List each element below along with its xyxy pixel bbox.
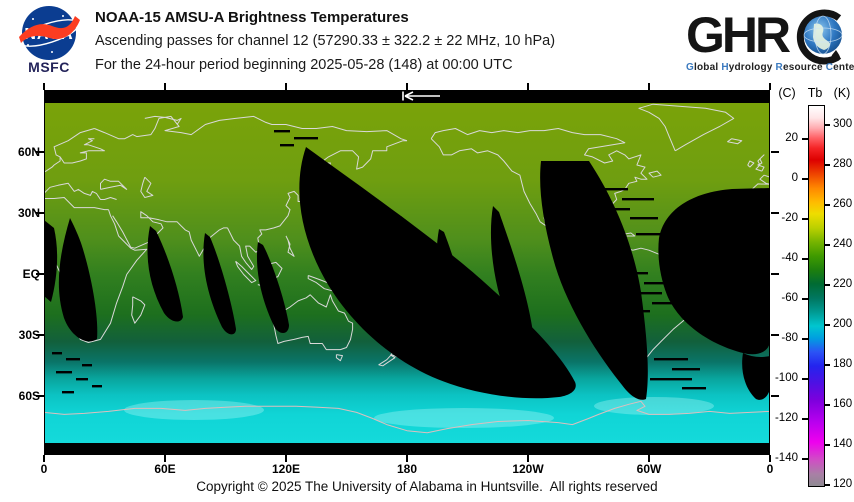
y-axis-tick-right — [771, 334, 779, 336]
colorbar-celsius-label: 20 — [785, 132, 798, 144]
colorbar-tb-header: Tb — [807, 86, 823, 100]
colorbar-celsius-label: -20 — [781, 212, 798, 224]
x-axis-tick-top — [164, 83, 166, 90]
x-axis-label: 60E — [154, 462, 176, 476]
y-axis-tick — [36, 334, 44, 336]
nasa-logo: NASA — [11, 5, 87, 61]
x-axis-tick — [527, 455, 529, 462]
colorbar-kelvin-label: 300 — [833, 118, 853, 130]
y-axis-tick-right — [771, 395, 779, 397]
colorbar-kelvin-label: 260 — [833, 198, 853, 210]
colorbar-celsius-tick — [802, 338, 808, 340]
subtitle-period: For the 24-hour period beginning 2025-05… — [95, 57, 513, 73]
colorbar-celsius-label: 0 — [791, 172, 798, 184]
ghrc-logo: GHR — [686, 4, 850, 82]
x-axis-tick — [285, 455, 287, 462]
y-axis-tick — [36, 151, 44, 153]
colorbar-celsius-label: -80 — [781, 332, 798, 344]
colorbar-celsius-tick — [802, 138, 808, 140]
y-axis-label: 60N — [17, 145, 40, 159]
x-axis-tick-top — [527, 83, 529, 90]
nasa-meatball-icon: NASA — [18, 6, 80, 60]
colorbar-kelvin-tick — [824, 324, 830, 326]
x-axis-tick-top — [285, 83, 287, 90]
colorbar-kelvin-label: 220 — [833, 278, 853, 290]
colorbar-celsius-label: -60 — [781, 292, 798, 304]
y-axis-tick-right — [771, 151, 779, 153]
x-axis-label: 120E — [271, 462, 301, 476]
colorbar — [808, 105, 825, 487]
colorbar-kelvin-header: (K) — [833, 86, 851, 100]
colorbar-celsius-tick — [802, 378, 808, 380]
colorbar-kelvin-tick — [824, 204, 830, 206]
x-axis-label: 120W — [512, 462, 544, 476]
colorbar-celsius-tick — [802, 258, 808, 260]
colorbar-celsius-tick — [802, 418, 808, 420]
x-axis-tick — [648, 455, 650, 462]
ghrc-tagline: Global Hydrology Resource Center — [686, 62, 854, 73]
x-axis-label: 60W — [636, 462, 662, 476]
copyright-line: Copyright © 2025 The University of Alaba… — [196, 479, 658, 494]
x-axis-label: 0 — [40, 462, 48, 476]
y-axis-tick-right — [771, 212, 779, 214]
colorbar-celsius-label: -40 — [781, 252, 798, 264]
y-axis-tick — [36, 212, 44, 214]
x-axis-tick-top — [43, 83, 45, 90]
colorbar-kelvin-tick — [824, 164, 830, 166]
colorbar-kelvin-tick — [824, 404, 830, 406]
page-title: NOAA-15 AMSU-A Brightness Temperatures — [95, 9, 409, 26]
colorbar-kelvin-tick — [824, 284, 830, 286]
x-axis-tick-top — [769, 83, 771, 90]
y-axis-label: 60S — [18, 389, 40, 403]
colorbar-kelvin-label: 120 — [833, 478, 853, 490]
x-axis-tick-top — [648, 83, 650, 90]
x-axis-tick — [406, 455, 408, 462]
msfc-label: MSFC — [28, 59, 70, 75]
colorbar-kelvin-label: 280 — [833, 158, 853, 170]
x-axis-tick — [164, 455, 166, 462]
brightness-temperature-map — [44, 90, 770, 455]
x-axis-label: 180 — [396, 462, 418, 476]
colorbar-kelvin-tick — [824, 364, 830, 366]
y-axis-label: EQ — [22, 267, 40, 281]
colorbar-kelvin-label: 140 — [833, 438, 853, 450]
colorbar-celsius-tick — [802, 458, 808, 460]
y-axis-label: 30N — [17, 206, 40, 220]
colorbar-kelvin-label: 160 — [833, 398, 853, 410]
subtitle-channel: Ascending passes for channel 12 (57290.3… — [95, 33, 556, 49]
colorbar-kelvin-tick — [824, 244, 830, 246]
colorbar-celsius-label: -120 — [774, 412, 798, 424]
colorbar-kelvin-tick — [824, 484, 830, 486]
x-axis-tick-top — [406, 83, 408, 90]
y-axis-tick-right — [771, 273, 779, 275]
colorbar-celsius-label: -140 — [774, 452, 798, 464]
colorbar-kelvin-tick — [824, 444, 830, 446]
y-axis-tick — [36, 273, 44, 275]
colorbar-celsius-tick — [802, 218, 808, 220]
colorbar-kelvin-label: 200 — [833, 318, 853, 330]
x-axis-tick — [43, 455, 45, 462]
colorbar-celsius-label: -100 — [774, 372, 798, 384]
colorbar-celsius-header: (C) — [778, 86, 796, 100]
colorbar-kelvin-label: 240 — [833, 238, 853, 250]
y-axis-tick — [36, 395, 44, 397]
x-axis-label: 0 — [766, 462, 774, 476]
colorbar-kelvin-label: 180 — [833, 358, 853, 370]
ghrc-logo-icon: GHR — [686, 7, 843, 65]
colorbar-kelvin-tick — [824, 124, 830, 126]
y-axis-label: 30S — [18, 328, 40, 342]
ghrc-letters: GHR — [686, 7, 791, 63]
colorbar-celsius-tick — [802, 178, 808, 180]
x-axis-tick — [769, 455, 771, 462]
colorbar-celsius-tick — [802, 298, 808, 300]
